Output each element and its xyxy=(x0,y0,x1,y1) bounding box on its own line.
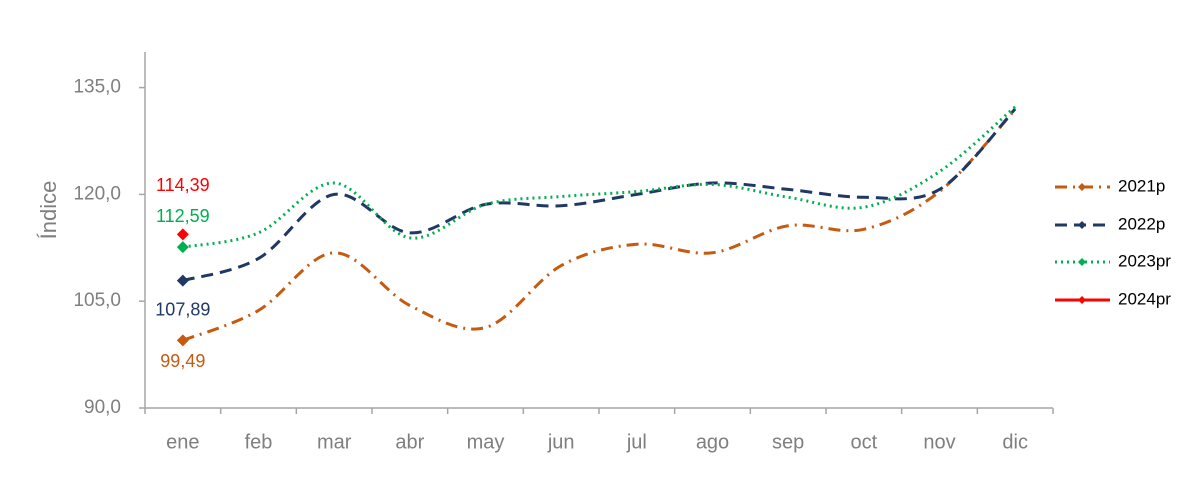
point-marker xyxy=(176,241,189,254)
legend-label: 2021p xyxy=(1118,176,1165,195)
data-label: 107,89 xyxy=(155,299,210,319)
series-line xyxy=(182,108,1017,342)
y-axis-label: Índice xyxy=(36,181,61,240)
x-tick-label: mar xyxy=(317,431,352,453)
legend-marker xyxy=(1078,183,1086,191)
x-tick-label: ene xyxy=(166,431,199,453)
y-tick-label: 90,0 xyxy=(84,397,121,418)
x-tick-label: may xyxy=(467,431,505,453)
x-tick-label: feb xyxy=(245,431,273,453)
point-marker xyxy=(176,334,189,347)
series-line xyxy=(182,107,1017,283)
x-tick-label: jul xyxy=(626,431,647,453)
data-label: 99,49 xyxy=(160,351,205,371)
series-line xyxy=(182,105,1017,249)
legend-marker xyxy=(1078,296,1086,304)
data-label: 114,39 xyxy=(156,175,210,195)
x-tick-label: ago xyxy=(696,431,729,453)
x-tick-label: oct xyxy=(850,431,877,453)
legend-marker xyxy=(1078,258,1086,266)
x-tick-label: nov xyxy=(923,431,955,453)
y-tick-label: 135,0 xyxy=(73,77,121,98)
point-marker xyxy=(176,274,189,287)
legend-label: 2024pr xyxy=(1118,289,1171,308)
x-tick-label: sep xyxy=(772,431,804,453)
legend-label: 2023pr xyxy=(1118,251,1171,270)
y-tick-label: 120,0 xyxy=(73,183,121,204)
y-tick-label: 105,0 xyxy=(73,290,121,311)
point-marker xyxy=(176,228,189,241)
x-tick-label: jun xyxy=(547,431,575,453)
x-tick-label: dic xyxy=(1002,431,1028,453)
data-label: 112,59 xyxy=(156,206,210,226)
x-tick-label: abr xyxy=(395,431,424,453)
legend-label: 2022p xyxy=(1118,214,1165,233)
legend-marker xyxy=(1078,221,1086,229)
